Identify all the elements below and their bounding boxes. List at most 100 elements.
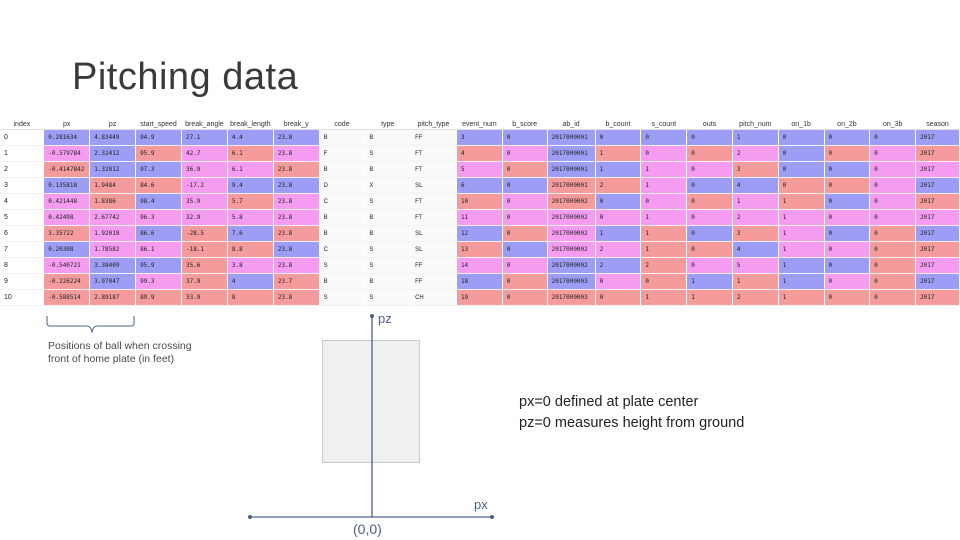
- column-header: on_3b: [869, 120, 916, 130]
- table-cell: 86.1: [135, 241, 182, 258]
- table-cell: 23.8: [273, 257, 320, 274]
- origin-label: (0,0): [353, 521, 382, 537]
- table-cell: 4: [227, 273, 274, 290]
- table-row: 8 -0.540721 3.38409 95.9 35.6 3.8 23.8 S S FF 14 0 2…: [0, 257, 960, 274]
- table-cell: 0: [869, 193, 917, 210]
- table-cell: 1: [778, 241, 825, 258]
- row-index: 5: [0, 209, 45, 226]
- table-cell: 0: [778, 161, 825, 178]
- row-index: 8: [0, 257, 45, 274]
- column-header: pitch_type: [410, 120, 457, 130]
- row-index: 3: [0, 177, 45, 194]
- row-index: 4: [0, 193, 45, 210]
- table-cell: 2: [595, 257, 642, 274]
- table-cell: C: [319, 193, 366, 210]
- table-cell: 0: [502, 193, 548, 210]
- table-cell: 1: [640, 225, 688, 242]
- column-header: start_speed: [135, 120, 182, 130]
- table-cell: 0: [686, 209, 733, 226]
- column-header: ab_id: [547, 120, 596, 130]
- table-cell: 4.4: [227, 129, 274, 146]
- table-cell: 0: [869, 241, 917, 258]
- table-row: 3 0.135818 1.9484 84.6 -17.2 9.4 23.8 D X SL 6 0 201…: [0, 177, 960, 194]
- table-cell: 8: [227, 289, 274, 306]
- table-cell: 5: [732, 257, 779, 274]
- table-cell: 0: [686, 193, 733, 210]
- table-cell: FT: [410, 209, 457, 226]
- table-row: 1 -0.579784 2.32412 95.9 42.7 6.1 23.8 F S FT 4 0 20…: [0, 145, 960, 162]
- table-cell: 4: [732, 177, 779, 194]
- table-cell: 2017000001: [547, 177, 596, 194]
- pz-axis-end: [370, 314, 374, 318]
- table-cell: FF: [410, 273, 457, 290]
- table-cell: 14: [456, 257, 503, 274]
- table-cell: 2: [595, 177, 642, 194]
- table-cell: 0: [824, 177, 871, 194]
- table-cell: 95.9: [135, 257, 182, 274]
- table-cell: 5.8: [227, 209, 274, 226]
- table-cell: 0: [869, 209, 917, 226]
- column-header: break_y: [273, 120, 320, 130]
- row-index: 6: [0, 225, 45, 242]
- table-cell: 6.1: [227, 145, 274, 162]
- table-cell: 2: [732, 289, 779, 306]
- table-cell: B: [364, 129, 412, 146]
- table-cell: 0: [595, 129, 642, 146]
- table-cell: 0: [824, 241, 871, 258]
- column-header: b_count: [595, 120, 641, 130]
- table-cell: FT: [410, 145, 457, 162]
- column-header: px: [43, 120, 90, 130]
- table-cell: 35.9: [181, 193, 228, 210]
- table-cell: 23.8: [273, 193, 320, 210]
- table-cell: 32.9: [181, 209, 228, 226]
- px-axis-end: [490, 515, 494, 519]
- table-cell: 0: [502, 177, 548, 194]
- table-cell: 0: [824, 161, 871, 178]
- table-cell: 23.8: [273, 145, 320, 162]
- table-cell: 2017000003: [547, 273, 596, 290]
- table-cell: 5.7: [227, 193, 274, 210]
- table-cell: 2017000002: [547, 257, 596, 274]
- slide-title: Pitching data: [72, 56, 299, 98]
- table-cell: 0: [869, 273, 917, 290]
- table-cell: SL: [410, 177, 457, 194]
- table-cell: 23.8: [273, 225, 320, 242]
- row-index: 2: [0, 161, 45, 178]
- px-axis-start: [248, 515, 252, 519]
- table-row: 9 -0.226224 3.97047 99.3 37.9 4 23.7 B B FF 18 0 201…: [0, 273, 960, 290]
- table-cell: 0: [686, 161, 733, 178]
- table-cell: 0: [686, 241, 733, 258]
- table-cell: 2: [595, 241, 642, 258]
- table-cell: B: [364, 209, 412, 226]
- table-cell: 2017: [915, 129, 960, 146]
- table-cell: 0: [824, 289, 871, 306]
- table-cell: 8.8: [227, 241, 274, 258]
- table-cell: 6: [456, 177, 503, 194]
- table-cell: 1.92018: [89, 225, 137, 242]
- table-cell: 3.8: [227, 257, 274, 274]
- table-cell: 37.9: [181, 273, 228, 290]
- table-cell: 3.35722: [43, 225, 91, 242]
- column-header: index: [0, 120, 44, 130]
- table-cell: 0.42498: [43, 209, 91, 226]
- table-cell: 42.7: [181, 145, 228, 162]
- table-cell: 2017: [915, 241, 960, 258]
- column-header: break_length: [227, 120, 274, 130]
- table-cell: 0: [778, 177, 825, 194]
- table-cell: 1.78582: [89, 241, 137, 258]
- table-cell: 2017: [915, 273, 960, 290]
- table-cell: C: [319, 241, 366, 258]
- table-cell: 2017000001: [547, 129, 596, 146]
- table-cell: 2.32412: [89, 145, 137, 162]
- table-cell: X: [364, 177, 412, 194]
- table-cell: 2017000001: [547, 145, 596, 162]
- table-cell: 0: [502, 289, 548, 306]
- table-cell: -28.5: [181, 225, 228, 242]
- table-cell: 0: [595, 209, 642, 226]
- table-cell: 0: [686, 129, 733, 146]
- table-cell: 0: [869, 161, 917, 178]
- table-cell: 0: [502, 145, 548, 162]
- table-cell: 0: [502, 161, 548, 178]
- table-cell: 0: [869, 129, 917, 146]
- table-cell: 1: [640, 161, 688, 178]
